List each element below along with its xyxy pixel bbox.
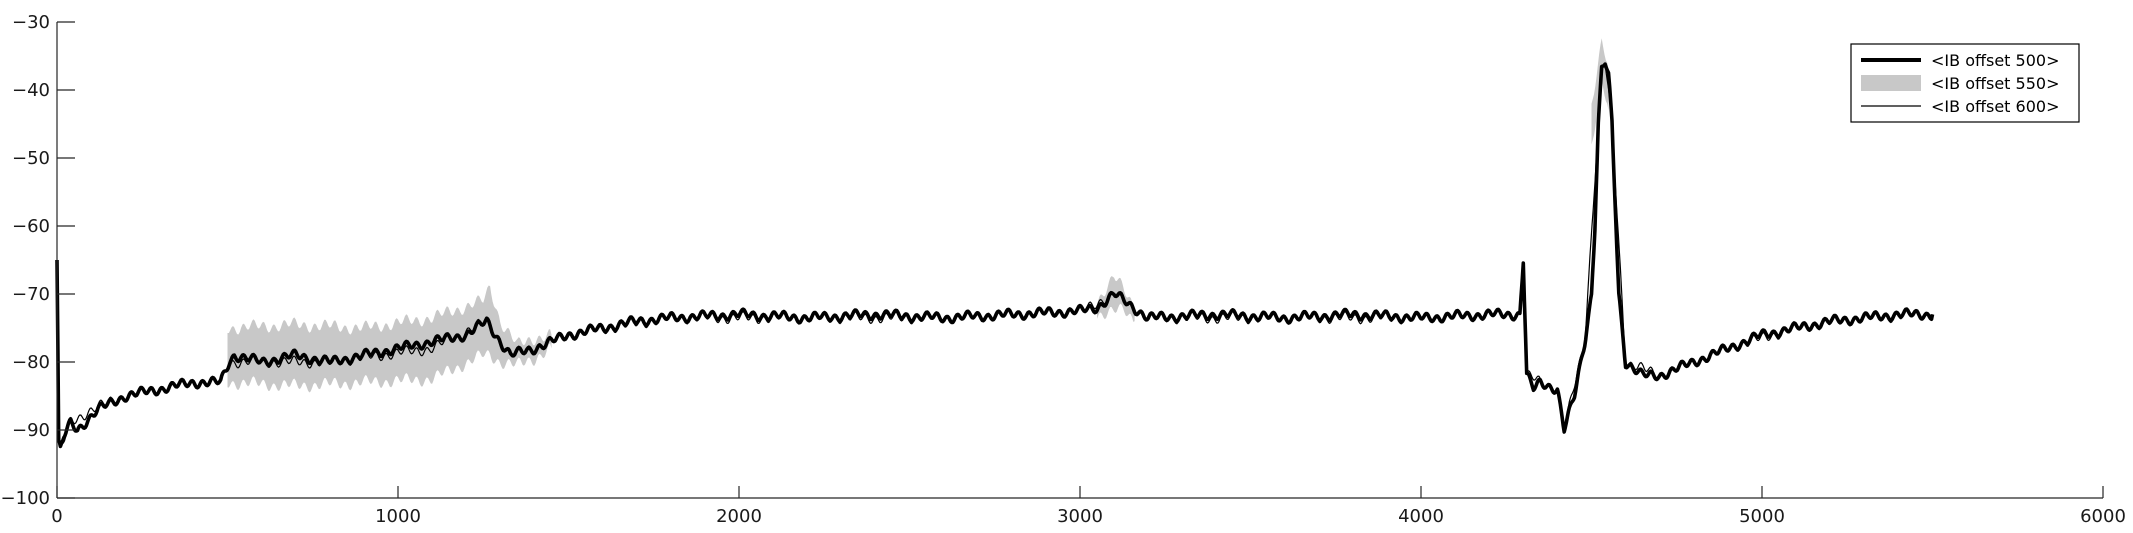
series-offset-500-line [55, 62, 1935, 449]
legend-label: <IB offset 600> [1931, 97, 2059, 116]
y-tick-label: −60 [12, 216, 50, 237]
x-tick-label: 3000 [1057, 506, 1103, 527]
legend: <IB offset 500> <IB offset 550> <IB offset… [1850, 43, 2080, 123]
series-offset-600-line [56, 62, 1934, 448]
y-tick-label: −70 [12, 284, 50, 305]
x-tick-label: 4000 [1398, 506, 1444, 527]
series-offset-550-band [1097, 276, 1135, 322]
legend-label: <IB offset 550> [1931, 74, 2059, 93]
y-tick-label: −40 [12, 80, 50, 101]
axes: 0 1000 2000 3000 4000 5000 6000 −30 −40 −50 −60 −70… [1, 12, 2126, 527]
x-tick-label: 0 [51, 506, 62, 527]
x-tick-label: 6000 [2080, 506, 2126, 527]
x-tick-label: 1000 [375, 506, 421, 527]
series-line-layer [55, 62, 1935, 449]
legend-label: <IB offset 500> [1931, 51, 2059, 70]
series-offset-550-band [227, 285, 552, 393]
legend-swatch-offset-550 [1861, 75, 1921, 91]
x-tick-label: 2000 [716, 506, 762, 527]
y-tick-label: −50 [12, 148, 50, 169]
x-tick-label: 5000 [1739, 506, 1785, 527]
y-tick-label: −80 [12, 352, 50, 373]
y-tick-label: −30 [12, 12, 50, 33]
y-tick-label: −100 [1, 488, 50, 509]
y-tick-label: −90 [12, 420, 50, 441]
